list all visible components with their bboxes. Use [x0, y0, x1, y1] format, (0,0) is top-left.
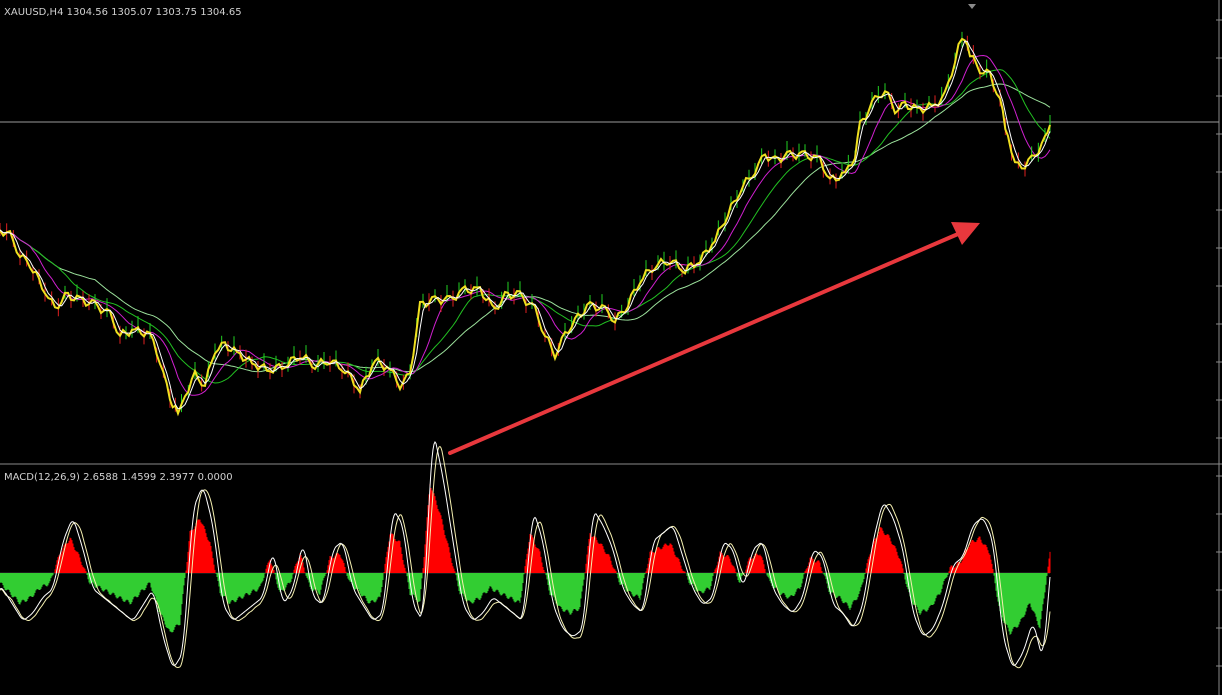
macd-line	[0, 441, 1051, 666]
price-layer	[0, 31, 1051, 417]
macd-line	[0, 445, 1051, 669]
macd-label: MACD(12,26,9) 2.6588 1.4599 2.3977 0.000…	[4, 472, 233, 483]
shift-marker	[968, 4, 976, 9]
moving-average	[0, 40, 1051, 410]
symbol-header: XAUUSD,H4 1304.56 1305.07 1303.75 1304.6…	[4, 7, 242, 18]
trend-arrow-shaft	[448, 232, 960, 455]
moving-average	[0, 37, 1051, 417]
macd-layer	[0, 441, 1051, 669]
axis-ticks	[1216, 19, 1222, 667]
trend-arrow-head	[951, 222, 980, 245]
